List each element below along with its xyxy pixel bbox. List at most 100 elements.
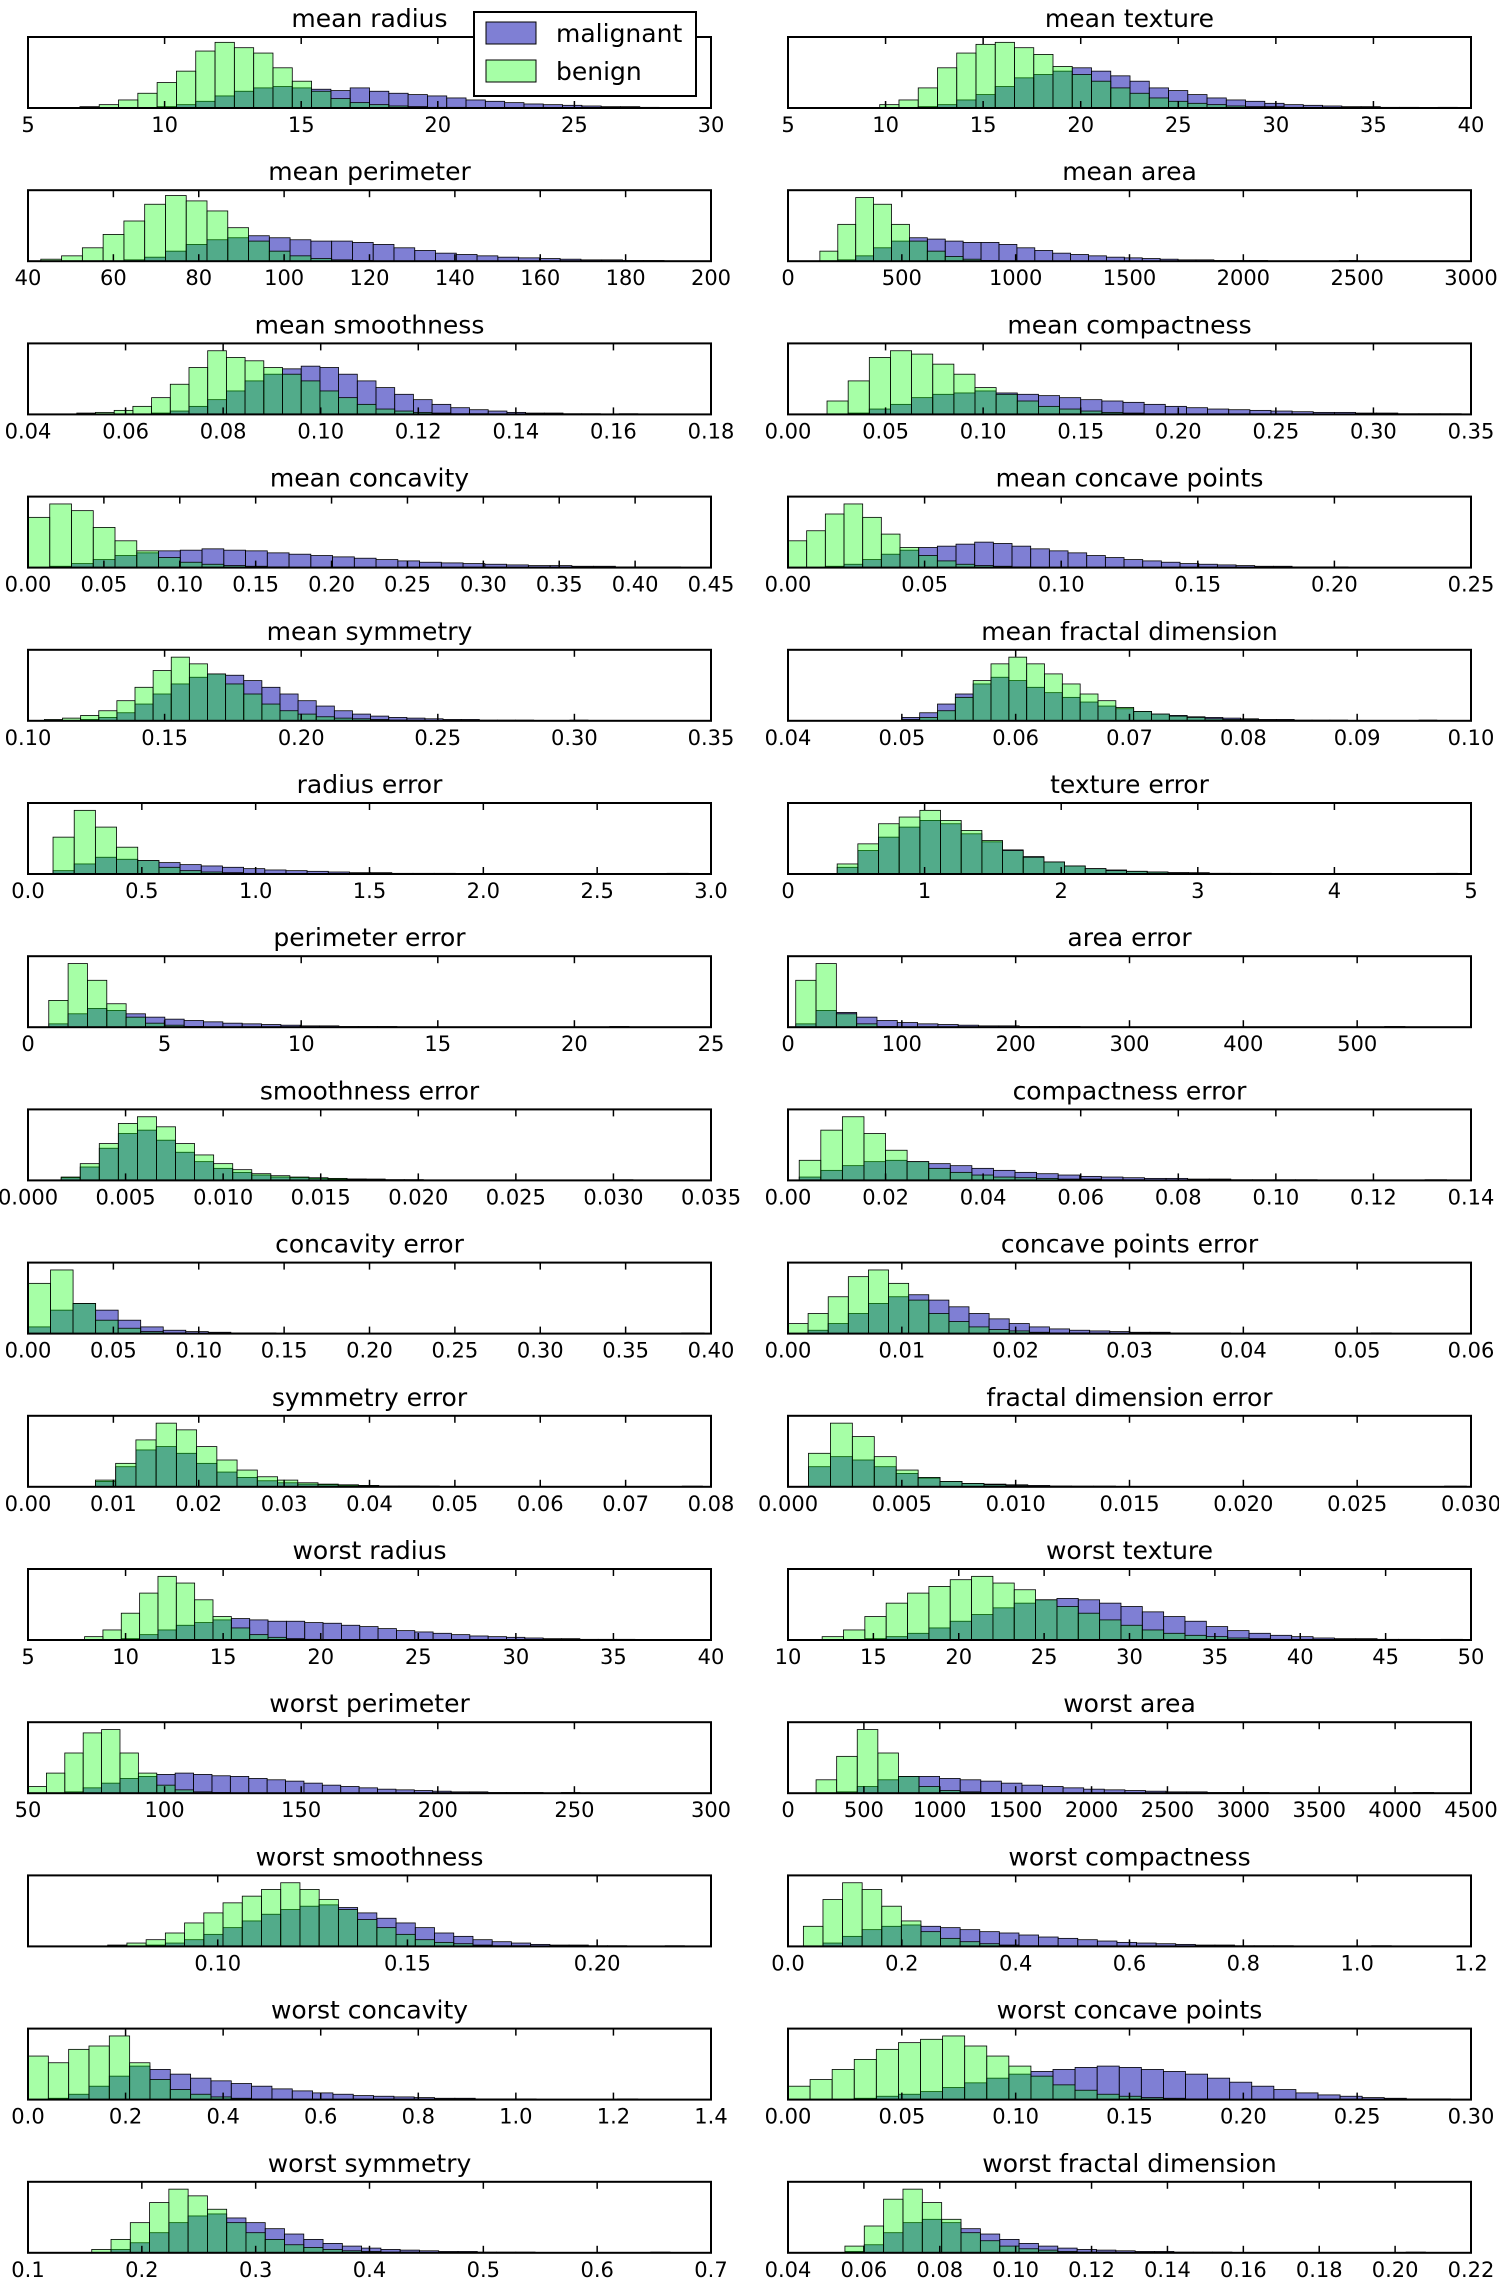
bar-benign-concave-points-error-7 [928, 1313, 950, 1335]
panel-title-mean-radius: mean radius [291, 4, 447, 33]
tick-label-worst-radius-0: 5 [21, 1645, 34, 1669]
bar-benign-mean-fractal-dimension-7 [1026, 663, 1045, 722]
bar-benign-radius-error-1 [73, 809, 96, 875]
bar-benign-compactness-error-6 [928, 1167, 951, 1181]
tick-label-compactness-error-7: 0.14 [1448, 1185, 1495, 1209]
tick-label-worst-area-8: 4000 [1368, 1798, 1421, 1822]
tick-label-worst-area-3: 1500 [989, 1798, 1042, 1822]
tick-label-perimeter-error-0: 0 [21, 1032, 34, 1056]
tick-label-texture-error-1: 1 [918, 879, 931, 903]
bar-benign-smoothness-error-6 [175, 1143, 195, 1181]
panel-worst-symmetry: worst symmetry 0.1 0.2 0.3 0.4 0.5 0.6 0.7 [11, 2149, 727, 2282]
bar-benign-worst-concave-points-1 [809, 2079, 833, 2101]
panel-title-mean-perimeter: mean perimeter [268, 157, 471, 186]
bar-benign-worst-concave-points-12 [1052, 2084, 1076, 2101]
bar-benign-compactness-error-1 [820, 1129, 843, 1181]
panel-area-error: area error 0 100 200 300 400 500 [781, 923, 1472, 1056]
bar-benign-worst-smoothness-12 [337, 1909, 359, 1947]
bar-malignant-mean-concavity-16 [375, 559, 399, 568]
tick-label-mean-fractal-dimension-2: 0.06 [992, 726, 1039, 750]
panel-mean-concave-points: mean concave points 0.00 0.05 0.10 0.15 0.20 0… [765, 464, 1495, 597]
panel-concavity-error: concavity error 0.00 0.05 0.10 0.15 0.20 0.25 0… [5, 1230, 735, 1363]
bar-malignant-worst-concave-points-15 [1118, 2067, 1142, 2100]
bar-malignant-mean-perimeter-16 [372, 244, 395, 262]
tick-label-compactness-error-4: 0.08 [1155, 1185, 1202, 1209]
bar-benign-worst-concavity-5 [129, 2062, 151, 2100]
bar-benign-fractal-dimension-error-3 [873, 1456, 897, 1488]
bar-benign-worst-smoothness-2 [145, 1939, 166, 1947]
axes-frame-perimeter-error [27, 955, 712, 1029]
tick-label-fractal-dimension-error-2: 0.010 [986, 1492, 1046, 1516]
axes-frame-worst-fractal-dimension [787, 2180, 1472, 2254]
bar-benign-mean-texture-2 [917, 87, 938, 109]
tick-label-worst-fractal-dimension-0: 0.04 [765, 2258, 812, 2282]
bar-benign-fractal-dimension-error-1 [830, 1422, 853, 1488]
bar-malignant-mean-area-8 [962, 242, 982, 262]
tick-label-mean-concave-points-2: 0.10 [1038, 573, 1085, 597]
tick-label-mean-perimeter-3: 100 [264, 266, 304, 290]
tick-label-worst-area-2: 1000 [913, 1798, 966, 1822]
tick-label-worst-fractal-dimension-5: 0.14 [1144, 2258, 1191, 2282]
tick-label-concavity-error-6: 0.30 [517, 1339, 564, 1363]
bar-benign-worst-symmetry-10 [284, 2244, 305, 2254]
bar-benign-texture-error-7 [981, 840, 1003, 875]
bar-benign-worst-texture-16 [1163, 1632, 1186, 1641]
tick-label-worst-radius-3: 20 [307, 1645, 334, 1669]
panel-symmetry-error: symmetry error 0.00 0.01 0.02 0.03 0.04 0.05 0.… [5, 1383, 735, 1516]
panel-mean-radius: mean radius 5 10 15 20 25 30 [21, 4, 724, 137]
tick-label-worst-fractal-dimension-4: 0.12 [1068, 2258, 1115, 2282]
tick-label-symmetry-error-7: 0.07 [602, 1492, 649, 1516]
panel-title-radius-error: radius error [297, 770, 443, 799]
bar-malignant-worst-concavity-11 [251, 2085, 273, 2100]
bar-benign-mean-symmetry-11 [243, 693, 263, 722]
bar-benign-mean-compactness-6 [953, 373, 976, 415]
tick-label-worst-perimeter-0: 50 [15, 1798, 42, 1822]
tick-label-fractal-dimension-error-0: 0.000 [758, 1492, 818, 1516]
bar-benign-worst-smoothness-15 [395, 1933, 416, 1947]
bar-benign-worst-radius-6 [194, 1599, 214, 1641]
bar-benign-texture-error-3 [898, 816, 921, 875]
bar-malignant-worst-area-9 [1000, 1782, 1023, 1794]
tick-label-mean-symmetry-0: 0.10 [5, 726, 52, 750]
tick-label-mean-smoothness-6: 0.16 [590, 419, 637, 443]
tick-label-compactness-error-3: 0.06 [1057, 1185, 1104, 1209]
tick-label-area-error-0: 0 [781, 1032, 794, 1056]
bar-malignant-mean-concave-points-19 [1142, 560, 1162, 569]
bar-benign-mean-perimeter-9 [227, 227, 249, 262]
bar-malignant-mean-concavity-13 [310, 555, 333, 568]
panel-title-fractal-dimension-error: fractal dimension error [986, 1383, 1273, 1412]
bar-benign-worst-concave-points-9 [986, 2055, 1010, 2101]
bar-malignant-worst-concavity-10 [230, 2083, 253, 2101]
bar-benign-worst-radius-4 [157, 1575, 177, 1641]
bar-benign-mean-fractal-dimension-14 [1151, 713, 1170, 722]
bar-benign-mean-compactness-0 [826, 400, 849, 415]
axes-frame-smoothness-error [27, 1108, 712, 1182]
bar-benign-mean-smoothness-11 [282, 373, 302, 415]
bar-benign-worst-fractal-dimension-6 [960, 2232, 981, 2254]
bar-benign-smoothness-error-9 [232, 1169, 253, 1181]
bar-benign-worst-symmetry-9 [264, 2238, 285, 2254]
bar-benign-worst-smoothness-9 [280, 1882, 301, 1947]
bar-benign-mean-symmetry-13 [279, 710, 299, 722]
bar-benign-worst-texture-8 [992, 1582, 1015, 1641]
bar-malignant-worst-radius-13 [322, 1622, 342, 1641]
bar-benign-mean-perimeter-10 [248, 240, 270, 262]
bar-benign-symmetry-error-4 [175, 1429, 198, 1488]
tick-label-symmetry-error-6: 0.06 [517, 1492, 564, 1516]
tick-label-worst-perimeter-4: 250 [554, 1798, 594, 1822]
bar-benign-mean-compactness-9 [1016, 400, 1039, 415]
bar-benign-mean-radius-6 [195, 50, 216, 109]
bar-benign-concavity-error-2 [72, 1303, 97, 1334]
axes-frame-compactness-error [787, 1108, 1472, 1182]
tick-label-worst-fractal-dimension-9: 0.22 [1448, 2258, 1495, 2282]
bar-benign-mean-symmetry-9 [207, 673, 227, 722]
tick-label-worst-texture-8: 50 [1458, 1645, 1485, 1669]
tick-label-mean-fractal-dimension-4: 0.08 [1220, 726, 1267, 750]
bar-malignant-worst-perimeter-9 [193, 1774, 213, 1794]
tick-label-mean-concave-points-4: 0.20 [1311, 573, 1358, 597]
bar-benign-mean-fractal-dimension-4 [972, 680, 992, 722]
bar-benign-mean-area-0 [819, 250, 839, 262]
tick-label-mean-fractal-dimension-6: 0.10 [1448, 726, 1495, 750]
tick-label-worst-concave-points-4: 0.20 [1220, 2105, 1267, 2129]
bar-benign-mean-compactness-3 [890, 350, 912, 415]
